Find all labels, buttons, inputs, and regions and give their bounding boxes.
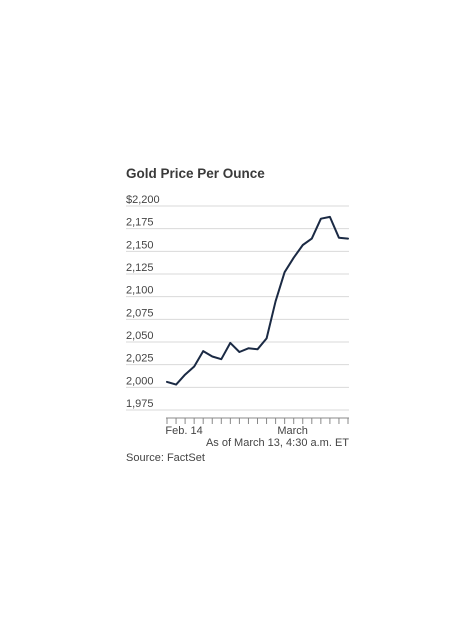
chart-title: Gold Price Per Ounce	[126, 166, 265, 181]
y-tick-label: 2,100	[126, 285, 154, 297]
y-axis-labels: $2,200 2,175 2,150 2,125 2,100 2,075 2,050 2,02…	[126, 194, 160, 410]
x-tick-label: March	[277, 425, 308, 437]
source-note: Source: FactSet	[126, 452, 205, 464]
series-line	[166, 215, 349, 386]
y-tick-label: 2,150	[126, 239, 154, 251]
price-series	[166, 215, 349, 386]
y-tick-label: 2,125	[126, 262, 154, 274]
y-tick-label: 2,000	[126, 375, 154, 387]
y-tick-label: 1,975	[126, 398, 154, 410]
y-tick-label: 2,025	[126, 353, 154, 365]
y-tick-label: 2,075	[126, 307, 154, 319]
timestamp-note: As of March 13, 4:30 a.m. ET	[205, 437, 349, 449]
y-tick-label: $2,200	[126, 194, 160, 206]
y-tick-label: 2,050	[126, 330, 154, 342]
x-tick-label: Feb. 14	[165, 425, 202, 437]
x-axis: Feb. 14 March	[165, 417, 349, 437]
y-tick-label: 2,175	[126, 217, 154, 229]
grid-lines	[126, 205, 349, 411]
